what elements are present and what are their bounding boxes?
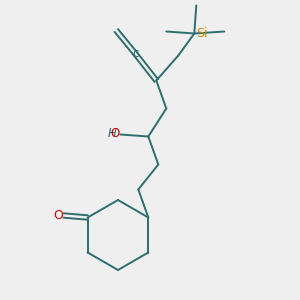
- Text: Si: Si: [196, 27, 208, 40]
- Text: O: O: [110, 127, 119, 140]
- Text: O: O: [53, 209, 63, 222]
- Text: H: H: [107, 127, 116, 140]
- Text: c: c: [132, 47, 139, 60]
